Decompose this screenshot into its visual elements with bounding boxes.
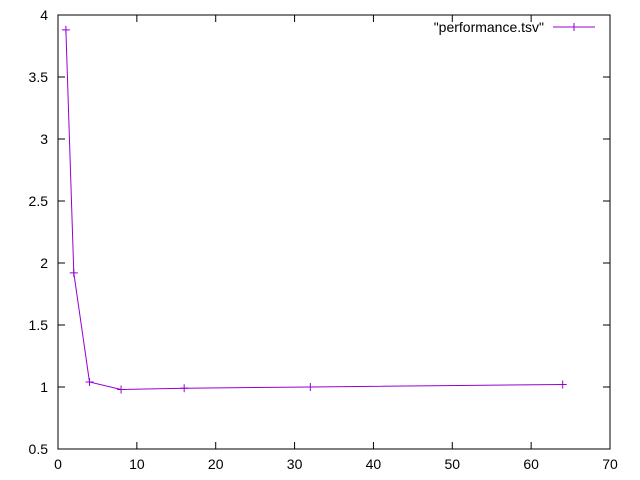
data-point-marker: [85, 378, 94, 387]
data-point-marker: [180, 384, 189, 393]
y-tick-label: 1.5: [29, 317, 49, 333]
x-tick-label: 10: [129, 456, 145, 472]
legend-marker: [570, 23, 578, 31]
data-point-marker: [61, 25, 70, 34]
x-tick-label: 50: [444, 456, 460, 472]
x-tick-label: 70: [602, 456, 618, 472]
x-axis-ticks: 0 10 20 30 40 50 60 70: [54, 15, 618, 472]
data-point-marker: [117, 385, 126, 394]
y-tick-label: 4: [40, 7, 48, 23]
y-tick-label: 0.5: [29, 441, 49, 457]
x-tick-label: 60: [523, 456, 539, 472]
y-tick-label: 1: [40, 379, 48, 395]
legend-label-performance: "performance.tsv": [434, 19, 544, 35]
x-tick-label: 0: [54, 456, 62, 472]
legend: "performance.tsv": [434, 19, 595, 35]
series-layer: [61, 25, 567, 394]
data-point-marker: [69, 268, 78, 277]
x-tick-label: 20: [208, 456, 224, 472]
y-axis-ticks: 0.5 1 1.5 2 2.5 3 3.5 4: [29, 7, 610, 457]
y-tick-label: 3: [40, 131, 48, 147]
y-tick-label: 2: [40, 255, 48, 271]
x-tick-label: 30: [287, 456, 303, 472]
y-tick-label: 2.5: [29, 193, 49, 209]
x-tick-label: 40: [366, 456, 382, 472]
data-point-marker: [306, 383, 315, 391]
data-point-marker: [558, 380, 567, 389]
y-tick-label: 3.5: [29, 69, 49, 85]
plot-frame: [57, 14, 611, 450]
